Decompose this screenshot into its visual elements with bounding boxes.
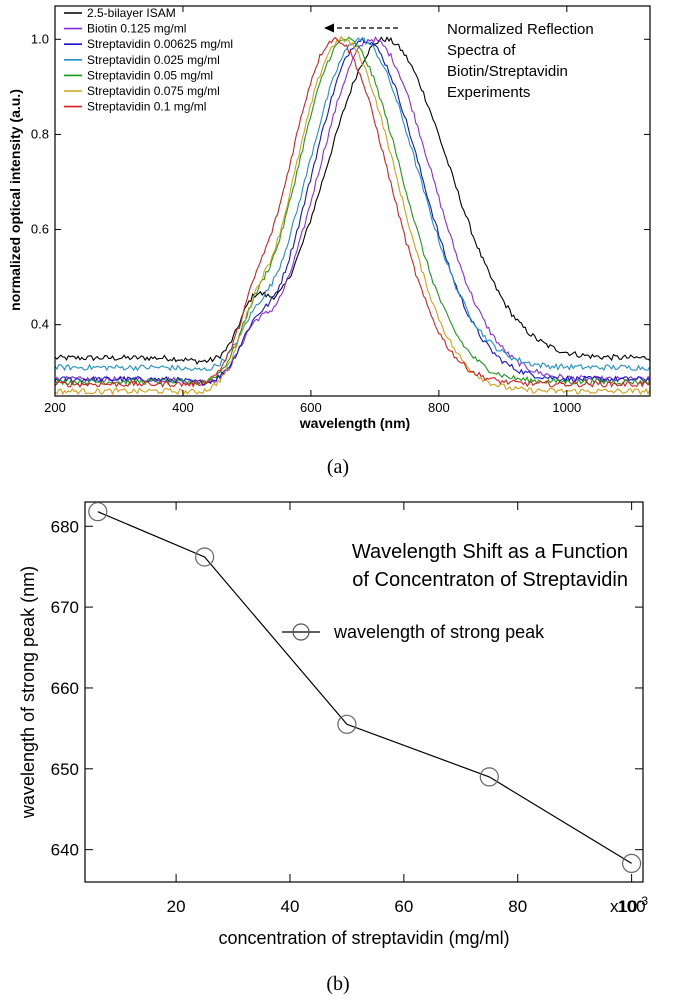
spectrum-line <box>54 35 651 396</box>
spectra-plot-frame <box>54 5 651 397</box>
x-tick-label: 400 <box>172 400 194 415</box>
x-tick-label: 100 <box>617 897 645 916</box>
spectra-title: Normalized Reflection Spectra of Biotin/St… <box>447 21 594 101</box>
spectrum-line <box>54 36 651 366</box>
panel-label-b: (b) <box>326 973 349 995</box>
legend-label: wavelength of strong peak <box>333 622 545 642</box>
x-multiplier-label: x10-3 <box>610 894 648 916</box>
spectra-title-line: Biotin/Streptavidin <box>447 63 568 80</box>
panel-label-a: (a) <box>327 456 349 478</box>
spectra-y-ticks: 0.4 0.6 0.8 1.0 <box>31 31 650 332</box>
spectrum-line <box>54 36 651 386</box>
peak-shift-x-ticks: 20 40 60 80 100 <box>167 502 646 916</box>
legend-entry: Biotin 0.125 mg/ml <box>87 22 186 36</box>
legend-entry: Streptavidin 0.025 mg/ml <box>87 53 220 67</box>
peak-shift-x-axis-title: concentration of streptavidin (mg/ml) <box>218 928 509 948</box>
data-point-marker <box>337 714 357 734</box>
spectra-x-axis-title: wavelength (nm) <box>299 415 410 431</box>
spectrum-line <box>54 36 651 389</box>
peak-shift-chart: 20 40 60 80 100 640 650 660 670 680 concentratio… <box>18 501 648 995</box>
y-tick-label: 680 <box>51 517 79 536</box>
spectra-x-ticks: 200 400 600 800 1000 <box>44 6 581 415</box>
y-tick-label: 0.8 <box>31 126 49 141</box>
x-tick-label: 40 <box>281 897 300 916</box>
peak-shift-plot-frame <box>84 501 644 883</box>
y-tick-label: 660 <box>51 679 79 698</box>
peak-shift-y-ticks: 640 650 660 670 680 <box>51 517 643 860</box>
legend-entry: 2.5-bilayer ISAM <box>87 6 176 20</box>
peak-shift-arrow-head <box>324 23 334 33</box>
peak-shift-title-line: Wavelength Shift as a Function <box>352 541 628 563</box>
spectrum-line <box>54 36 651 387</box>
legend-entry: Streptavidin 0.00625 mg/ml <box>87 37 233 51</box>
legend-entry: Streptavidin 0.1 mg/ml <box>87 100 206 114</box>
x-tick-label: 600 <box>300 400 322 415</box>
spectra-chart: 200 400 600 800 1000 0.4 0.6 0.8 1.0 wavelength… <box>7 5 651 478</box>
data-point-marker <box>621 853 642 874</box>
peak-shift-line <box>97 511 632 864</box>
peak-shift-title: Wavelength Shift as a Function of Concent… <box>352 541 628 591</box>
spectrum-line <box>54 36 651 386</box>
x-tick-label: 20 <box>167 897 186 916</box>
y-tick-label: 670 <box>51 598 79 617</box>
data-point-marker <box>88 502 108 522</box>
x-tick-label: 800 <box>428 400 450 415</box>
peak-shift-arrow <box>324 23 398 33</box>
x-tick-label: 60 <box>394 897 413 916</box>
legend-marker-sample <box>292 623 310 641</box>
peak-shift-legend: wavelength of strong peak <box>282 622 545 642</box>
legend-entry: Streptavidin 0.075 mg/ml <box>87 84 220 98</box>
x-tick-label: 80 <box>508 897 527 916</box>
y-tick-label: 0.6 <box>31 222 49 237</box>
spectra-series-group <box>54 35 651 396</box>
y-tick-label: 0.4 <box>31 317 49 332</box>
spectra-y-axis-title: normalized optical intensity (a.u.) <box>7 89 23 311</box>
y-tick-label: 640 <box>51 841 79 860</box>
y-tick-label: 650 <box>51 760 79 779</box>
peak-shift-series <box>88 502 642 874</box>
data-point-marker <box>479 767 499 787</box>
y-tick-label: 1.0 <box>31 31 49 46</box>
peak-shift-y-axis-title: wavelength of strong peak (nm) <box>18 566 38 819</box>
spectra-title-line: Experiments <box>447 84 530 101</box>
spectra-title-line: Normalized Reflection <box>447 21 594 38</box>
data-point-marker <box>195 547 215 567</box>
peak-shift-title-line: of Concentraton of Streptavidin <box>352 569 628 591</box>
x-tick-label: 200 <box>44 400 66 415</box>
x-tick-label: 1000 <box>552 400 581 415</box>
legend-entry: Streptavidin 0.05 mg/ml <box>87 68 213 82</box>
spectra-title-line: Spectra of <box>447 42 516 59</box>
